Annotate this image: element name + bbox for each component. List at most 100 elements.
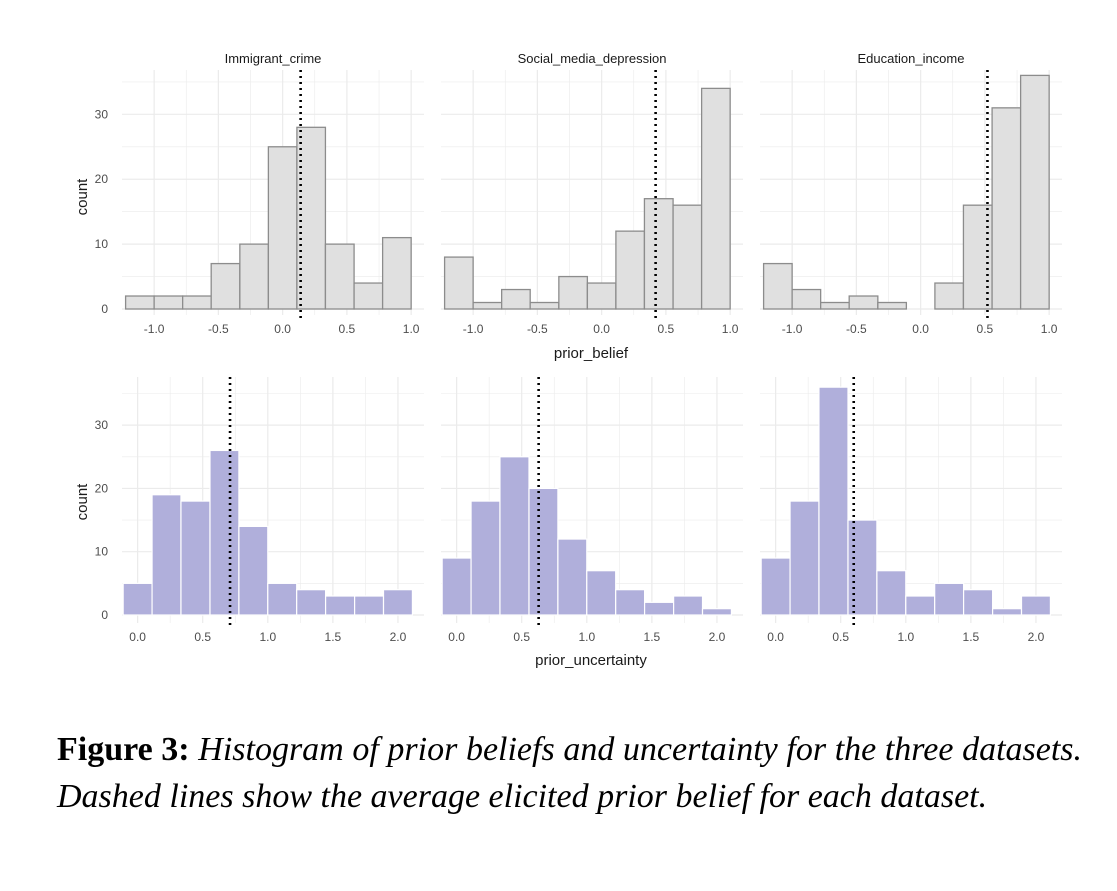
x-tick-label: 1.0	[1041, 322, 1058, 336]
y-tick-label: 10	[95, 237, 109, 251]
x-axis-title-top: prior_belief	[554, 345, 629, 362]
histogram-bar	[1019, 74, 1050, 310]
x-tick-label: 0.5	[194, 630, 211, 644]
histogram-bar	[586, 570, 617, 616]
figure-caption-label: Figure 3:	[57, 731, 190, 768]
histogram-bar	[528, 487, 559, 616]
histogram-bar	[820, 301, 850, 310]
x-tick-label: 1.0	[403, 322, 420, 336]
histogram-bar	[615, 589, 646, 616]
histogram-bar	[472, 301, 503, 310]
histogram-bar	[381, 236, 412, 310]
histogram-bar	[296, 126, 327, 310]
histogram-bar	[791, 288, 822, 310]
y-tick-label: 30	[95, 107, 109, 121]
histogram-bar	[992, 608, 1023, 616]
histogram-bar	[848, 295, 879, 310]
x-tick-label: 0.0	[593, 322, 610, 336]
histogram-bar	[182, 295, 212, 310]
histogram-bar	[991, 107, 1022, 310]
histogram-bar	[267, 582, 298, 616]
histogram-bar	[153, 295, 184, 310]
histogram-bar	[672, 204, 703, 310]
x-tick-label: 0.0	[912, 322, 929, 336]
y-tick-label: 0	[101, 608, 108, 622]
facet-panel-4: 0.0 0.5 1.0 1.5 2.0 0 10 20 30	[95, 377, 424, 644]
facet-title: Education_income	[858, 51, 965, 66]
x-tick-label: 0.5	[658, 322, 675, 336]
facet-panel-5: 0.0 0.5 1.0 1.5 2.0	[441, 377, 743, 644]
x-tick-label: 2.0	[709, 630, 726, 644]
histogram-bar	[789, 500, 820, 616]
x-tick-label: -1.0	[144, 322, 165, 336]
histogram-bar	[180, 500, 211, 616]
facet-title: Social_media_depression	[518, 51, 667, 66]
histogram-bar	[239, 243, 270, 310]
histogram-bar	[124, 295, 155, 310]
histogram-bar	[905, 595, 936, 616]
histogram-bar	[499, 456, 530, 616]
facet-panel-3: Education_income -1.0 -0.5 0.0 0.5 1.0	[760, 51, 1062, 336]
x-tick-label: 1.0	[897, 630, 914, 644]
histogram-bar	[760, 557, 791, 616]
histogram-bar	[673, 595, 704, 616]
x-tick-label: -0.5	[846, 322, 867, 336]
x-axis-title-bottom: prior_uncertainty	[535, 652, 647, 669]
histogram-bar	[151, 494, 182, 616]
y-axis-title-top: count	[74, 178, 91, 216]
histogram-bar	[441, 557, 472, 616]
histogram-bar	[354, 595, 385, 616]
histogram-bar	[700, 87, 731, 310]
x-tick-label: 1.0	[259, 630, 276, 644]
facet-panel-1: Immigrant_crime -1.0 -0.5 0.0 0.5 1.0 0 10 20 30	[95, 51, 424, 336]
histogram-bar	[122, 582, 153, 616]
histogram-bar	[1020, 595, 1052, 616]
x-tick-label: 1.5	[963, 630, 980, 644]
histogram-bar	[529, 301, 560, 310]
histogram-bar	[324, 595, 356, 616]
histogram-bar	[558, 275, 589, 310]
x-tick-label: 1.0	[722, 322, 739, 336]
x-tick-label: 0.0	[274, 322, 291, 336]
x-tick-label: -0.5	[527, 322, 548, 336]
figure-caption: Figure 3: Histogram of prior beliefs and…	[57, 726, 1082, 820]
x-tick-label: -0.5	[208, 322, 229, 336]
histogram-bar	[586, 282, 617, 310]
histogram-bar	[324, 243, 355, 310]
histogram-bar	[934, 582, 965, 616]
x-tick-label: 0.0	[448, 630, 465, 644]
histogram-bar	[962, 589, 994, 616]
histogram-bar	[615, 230, 646, 310]
histogram-bar	[353, 282, 384, 310]
facet-title: Immigrant_crime	[225, 51, 322, 66]
x-tick-label: 0.5	[832, 630, 849, 644]
histogram-bar	[443, 256, 474, 310]
facet-panel-2: Social_media_depression -1.0 -0.5 0.0 0.5 1.0	[441, 51, 743, 336]
histogram-bar	[501, 288, 531, 310]
x-tick-label: 1.5	[325, 630, 342, 644]
histogram-bar	[701, 608, 733, 616]
histogram-bar	[877, 301, 908, 310]
histogram-bar	[267, 146, 298, 310]
x-tick-label: 0.5	[977, 322, 994, 336]
x-tick-label: 1.5	[644, 630, 661, 644]
x-tick-label: 2.0	[1028, 630, 1045, 644]
x-tick-label: 1.0	[578, 630, 595, 644]
x-tick-label: -1.0	[782, 322, 803, 336]
histogram-bar	[762, 262, 793, 310]
y-tick-label: 30	[95, 418, 109, 432]
histogram-bar	[470, 500, 501, 616]
histogram-bar	[934, 282, 965, 310]
x-tick-label: 0.0	[129, 630, 146, 644]
x-tick-label: 0.5	[513, 630, 530, 644]
histogram-bar	[296, 589, 327, 616]
x-tick-label: 2.0	[390, 630, 407, 644]
histogram-bar	[643, 198, 674, 310]
histogram-bar	[643, 601, 675, 616]
histogram-bar	[210, 262, 241, 310]
histogram-bar	[818, 386, 849, 616]
y-axis-title-bottom: count	[74, 483, 91, 521]
facet-panel-6: 0.0 0.5 1.0 1.5 2.0	[760, 377, 1062, 644]
histogram-bar	[557, 538, 588, 616]
